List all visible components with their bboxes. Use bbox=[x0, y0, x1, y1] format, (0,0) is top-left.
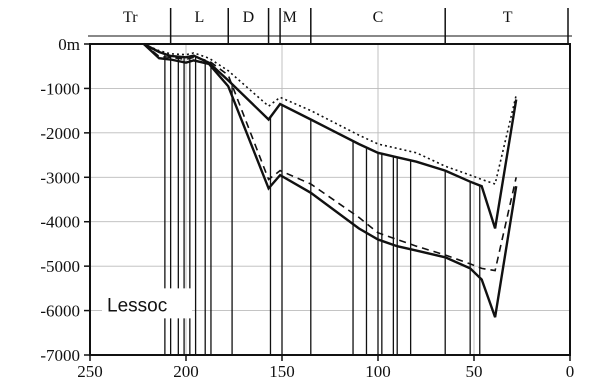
x-tick-label: 100 bbox=[365, 362, 391, 381]
x-axis: 250 200 150 100 50 0 bbox=[77, 355, 574, 381]
annotation-background bbox=[102, 288, 192, 319]
period-label: D bbox=[243, 9, 255, 26]
x-tick-label: 250 bbox=[77, 362, 103, 381]
y-tick-label: -1000 bbox=[40, 79, 80, 98]
series-line-2 bbox=[143, 43, 517, 186]
x-tick-label: 0 bbox=[566, 362, 575, 381]
y-tick-label: -5000 bbox=[40, 257, 80, 276]
series-line-1 bbox=[143, 42, 518, 229]
x-tick-label: 150 bbox=[269, 362, 295, 381]
well-lines bbox=[164, 53, 481, 355]
y-tick-label: -4000 bbox=[40, 213, 80, 232]
y-axis: 0m -1000 -2000 -3000 -4000 -5000 -6000 -7000 bbox=[40, 35, 90, 365]
period-label: L bbox=[195, 9, 205, 26]
y-tick-label: -3000 bbox=[40, 168, 80, 187]
plot-frame bbox=[89, 43, 571, 356]
y-tick-label: -6000 bbox=[40, 302, 80, 321]
annotation-box: Lessoc bbox=[102, 288, 192, 319]
x-tick-label: 50 bbox=[466, 362, 483, 381]
annotation-label: Lessoc bbox=[107, 295, 167, 316]
series-line-3 bbox=[142, 43, 518, 318]
period-label: T bbox=[503, 9, 513, 26]
series-line-4 bbox=[143, 43, 517, 272]
period-bar: Tr L D M C T bbox=[88, 8, 572, 44]
period-label: Tr bbox=[123, 9, 138, 26]
series-lines bbox=[142, 42, 518, 318]
period-label: C bbox=[373, 9, 384, 26]
y-tick-label: -7000 bbox=[40, 346, 80, 365]
y-tick-label: -2000 bbox=[40, 124, 80, 143]
y-tick-label: 0m bbox=[58, 35, 80, 54]
x-tick-label: 200 bbox=[173, 362, 199, 381]
period-label: M bbox=[283, 9, 297, 26]
